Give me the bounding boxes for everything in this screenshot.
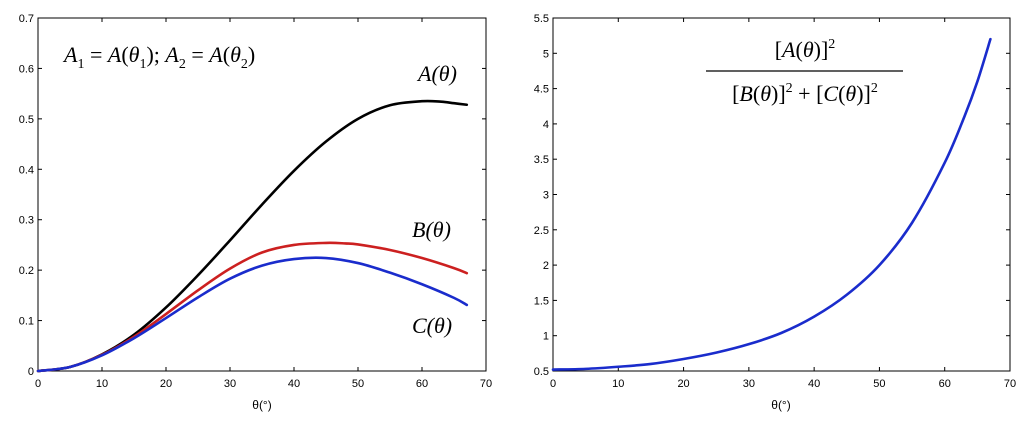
- right-y-tick-label: 5.5: [534, 13, 549, 25]
- series-label-c: C(θ): [412, 313, 452, 338]
- right-x-tick-label: 60: [939, 378, 951, 390]
- left-y-tick-label: 0.3: [19, 215, 34, 227]
- left-x-ticks: 0 10 20 30 40 50 60 70: [35, 18, 492, 390]
- right-y-tick-label: 4: [543, 119, 549, 131]
- right-x-tick-label: 70: [1004, 378, 1016, 390]
- right-y-tick-label: 3.5: [534, 154, 549, 166]
- left-y-ticks: 0 0.1 0.2 0.3 0.4 0.5 0.6 0.7: [19, 13, 486, 378]
- right-y-tick-label: 5: [543, 48, 549, 60]
- right-x-axis-label: θ(°): [771, 398, 790, 412]
- left-y-tick-label: 0.1: [19, 316, 34, 328]
- left-x-tick-label: 0: [35, 378, 41, 390]
- right-x-tick-label: 30: [743, 378, 755, 390]
- right-chart: 0.511.522.533.544.555.5 0 10 20 30 40 50 60 70 …: [534, 13, 1016, 412]
- left-y-tick-label: 0.7: [19, 13, 34, 25]
- left-x-tick-label: 10: [96, 378, 108, 390]
- left-chart: 0 0.1 0.2 0.3 0.4 0.5 0.6 0.7 0 10 20 30 40 50 60 70 θ…: [19, 13, 492, 412]
- right-y-ticks: 0.5 1 1.5 2 2.5 3 3.5 4 4.5 5 5.5: [534, 13, 1010, 378]
- left-x-tick-label: 30: [224, 378, 236, 390]
- formula-denominator: [B(θ)]2 + [C(θ)]2: [732, 81, 878, 106]
- formula-numerator: [A(θ)]2: [775, 37, 836, 62]
- series-line-ratio: [551, 37, 992, 371]
- right-x-tick-label: 50: [873, 378, 885, 390]
- left-y-tick-label: 0.5: [19, 114, 34, 126]
- right-plot-frame: [552, 17, 1011, 372]
- left-plot-frame: [37, 17, 487, 372]
- right-y-tick-label: 3: [543, 190, 549, 202]
- left-x-tick-label: 40: [288, 378, 300, 390]
- left-x-tick-label: 20: [160, 378, 172, 390]
- right-x-tick-label: 40: [808, 378, 820, 390]
- series-line-c: [36, 256, 469, 373]
- left-y-tick-label: 0: [28, 366, 34, 378]
- left-series-lines: [36, 99, 469, 373]
- left-annotation-angles: A1 = A(θ1); A2 = A(θ2): [62, 42, 255, 72]
- right-x-tick-label: 20: [677, 378, 689, 390]
- right-x-tick-label: 10: [612, 378, 624, 390]
- left-x-tick-label: 60: [416, 378, 428, 390]
- right-y-tick-label: 1.5: [534, 295, 549, 307]
- left-y-tick-label: 0.2: [19, 265, 34, 277]
- left-y-tick-label: 0.6: [19, 63, 34, 75]
- right-y-tick-label: 1: [543, 331, 549, 343]
- right-y-tick-label: 2.5: [534, 225, 549, 237]
- right-x-tick-label: 0: [550, 378, 556, 390]
- left-x-tick-label: 50: [352, 378, 364, 390]
- ratio-formula: [A(θ)]2 [B(θ)]2 + [C(θ)]2: [706, 37, 903, 106]
- right-y-tick-label: 2: [543, 260, 549, 272]
- left-y-tick-label: 0.4: [19, 164, 34, 176]
- right-y-tick-label: 0.5: [534, 366, 549, 378]
- series-label-a: A(θ): [416, 61, 457, 86]
- right-y-tick-label: 4.5: [534, 84, 549, 96]
- left-x-tick-label: 70: [480, 378, 492, 390]
- series-label-b: B(θ): [412, 217, 451, 242]
- right-series-lines: [551, 37, 992, 371]
- left-x-axis-label: θ(°): [252, 398, 271, 412]
